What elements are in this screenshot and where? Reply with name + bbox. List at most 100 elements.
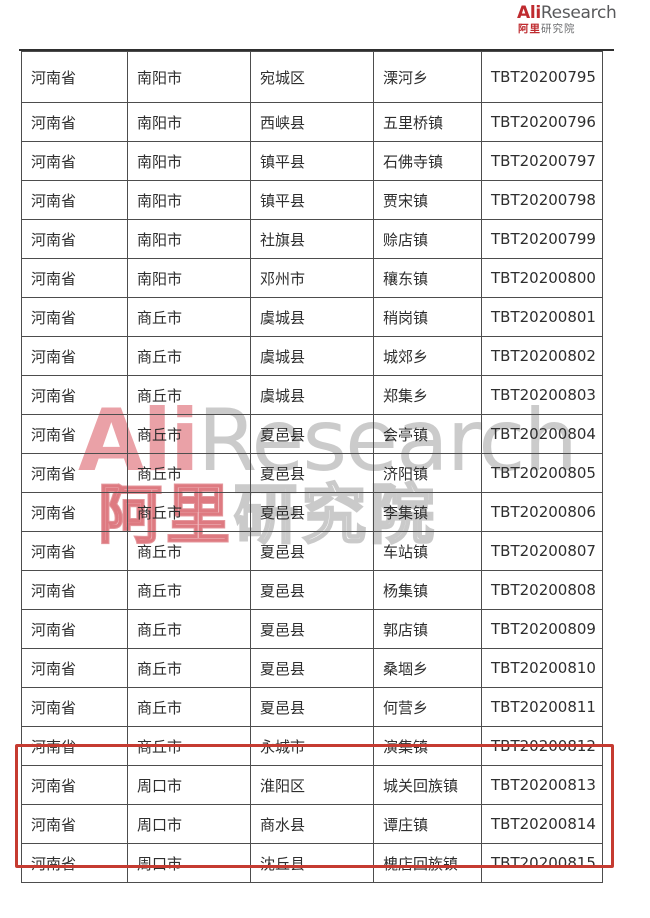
table-row: 河南省 商丘市 虞城县 郑集乡 TBT20200803	[21, 375, 603, 415]
cell-province: 河南省	[21, 804, 128, 844]
cell-province: 河南省	[21, 765, 128, 805]
cell-town: 五里桥镇	[373, 102, 482, 142]
cell-province: 河南省	[21, 726, 128, 766]
cell-town: 郭店镇	[373, 609, 482, 649]
cell-county: 夏邑县	[250, 492, 374, 532]
cell-town: 槐店回族镇	[373, 843, 482, 883]
cell-code: TBT20200799	[481, 219, 603, 259]
cell-town: 稍岗镇	[373, 297, 482, 337]
cell-county: 镇平县	[250, 180, 374, 220]
table-row: 河南省 商丘市 夏邑县 桑堌乡 TBT20200810	[21, 648, 603, 688]
cell-code: TBT20200814	[481, 804, 603, 844]
cell-county: 夏邑县	[250, 414, 374, 454]
cell-province: 河南省	[21, 609, 128, 649]
cell-county: 虞城县	[250, 297, 374, 337]
cell-county: 夏邑县	[250, 609, 374, 649]
cell-code: TBT20200797	[481, 141, 603, 181]
table-body: 河南省 南阳市 宛城区 溧河乡 TBT20200795 河南省 南阳市 西峡县 五里桥镇 TBT2…	[21, 51, 603, 883]
cell-city: 商丘市	[127, 531, 251, 571]
cell-city: 商丘市	[127, 609, 251, 649]
logo-text-research: Research	[540, 3, 617, 23]
cell-code: TBT20200798	[481, 180, 603, 220]
cell-province: 河南省	[21, 141, 128, 181]
cell-town: 李集镇	[373, 492, 482, 532]
cell-town: 何营乡	[373, 687, 482, 727]
cell-city: 南阳市	[127, 141, 251, 181]
cell-province: 河南省	[21, 648, 128, 688]
table-row: 河南省 商丘市 夏邑县 会亭镇 TBT20200804	[21, 414, 603, 454]
cell-town: 济阳镇	[373, 453, 482, 493]
cell-code: TBT20200804	[481, 414, 603, 454]
cell-city: 商丘市	[127, 570, 251, 610]
cell-town: 演集镇	[373, 726, 482, 766]
cell-province: 河南省	[21, 414, 128, 454]
cell-county: 西峡县	[250, 102, 374, 142]
cell-city: 南阳市	[127, 180, 251, 220]
cell-code: TBT20200807	[481, 531, 603, 571]
cell-county: 商水县	[250, 804, 374, 844]
table-row: 河南省 周口市 沈丘县 槐店回族镇 TBT20200815	[21, 843, 603, 883]
table-row: 河南省 商丘市 夏邑县 杨集镇 TBT20200808	[21, 570, 603, 610]
table-row: 河南省 南阳市 西峡县 五里桥镇 TBT20200796	[21, 102, 603, 142]
cell-code: TBT20200815	[481, 843, 603, 883]
cell-province: 河南省	[21, 570, 128, 610]
table-row: 河南省 商丘市 夏邑县 李集镇 TBT20200806	[21, 492, 603, 532]
cell-county: 虞城县	[250, 336, 374, 376]
cell-town: 郑集乡	[373, 375, 482, 415]
cell-province: 河南省	[21, 687, 128, 727]
cell-code: TBT20200808	[481, 570, 603, 610]
cell-province: 河南省	[21, 51, 128, 103]
cell-town: 杨集镇	[373, 570, 482, 610]
cell-city: 商丘市	[127, 453, 251, 493]
cell-county: 镇平县	[250, 141, 374, 181]
cell-province: 河南省	[21, 843, 128, 883]
table-row: 河南省 商丘市 夏邑县 何营乡 TBT20200811	[21, 687, 603, 727]
cell-code: TBT20200806	[481, 492, 603, 532]
table-top-rule	[19, 49, 614, 51]
cell-county: 夏邑县	[250, 531, 374, 571]
cell-city: 商丘市	[127, 414, 251, 454]
ali-research-logo: AliResearch 阿里研究院	[517, 3, 617, 35]
cell-code: TBT20200803	[481, 375, 603, 415]
cell-code: TBT20200800	[481, 258, 603, 298]
cell-province: 河南省	[21, 453, 128, 493]
cell-code: TBT20200795	[481, 51, 603, 103]
table-row: 河南省 南阳市 社旗县 赊店镇 TBT20200799	[21, 219, 603, 259]
cell-county: 夏邑县	[250, 570, 374, 610]
cell-town: 会亭镇	[373, 414, 482, 454]
cell-city: 南阳市	[127, 51, 251, 103]
cell-city: 南阳市	[127, 219, 251, 259]
cell-province: 河南省	[21, 492, 128, 532]
cell-province: 河南省	[21, 375, 128, 415]
cell-town: 桑堌乡	[373, 648, 482, 688]
table-row: 河南省 商丘市 夏邑县 郭店镇 TBT20200809	[21, 609, 603, 649]
table-row: 河南省 商丘市 夏邑县 车站镇 TBT20200807	[21, 531, 603, 571]
cell-code: TBT20200802	[481, 336, 603, 376]
logo-subtext-ali-cn: 阿里	[518, 22, 541, 35]
cell-province: 河南省	[21, 336, 128, 376]
logo-subtitle: 阿里研究院	[518, 22, 617, 35]
cell-city: 周口市	[127, 843, 251, 883]
cell-code: TBT20200812	[481, 726, 603, 766]
cell-town: 贾宋镇	[373, 180, 482, 220]
cell-province: 河南省	[21, 180, 128, 220]
cell-city: 南阳市	[127, 102, 251, 142]
cell-city: 商丘市	[127, 687, 251, 727]
cell-city: 周口市	[127, 804, 251, 844]
logo-subtext-research-cn: 研究院	[541, 22, 576, 35]
table-row: 河南省 商丘市 虞城县 稍岗镇 TBT20200801	[21, 297, 603, 337]
cell-province: 河南省	[21, 258, 128, 298]
cell-code: TBT20200801	[481, 297, 603, 337]
cell-code: TBT20200813	[481, 765, 603, 805]
cell-code: TBT20200811	[481, 687, 603, 727]
cell-city: 商丘市	[127, 336, 251, 376]
cell-county: 淮阳区	[250, 765, 374, 805]
cell-city: 周口市	[127, 765, 251, 805]
cell-county: 夏邑县	[250, 687, 374, 727]
cell-code: TBT20200805	[481, 453, 603, 493]
cell-code: TBT20200796	[481, 102, 603, 142]
cell-city: 商丘市	[127, 648, 251, 688]
cell-town: 石佛寺镇	[373, 141, 482, 181]
table-row: 河南省 南阳市 邓州市 穰东镇 TBT20200800	[21, 258, 603, 298]
table-row: 河南省 周口市 商水县 谭庄镇 TBT20200814	[21, 804, 603, 844]
